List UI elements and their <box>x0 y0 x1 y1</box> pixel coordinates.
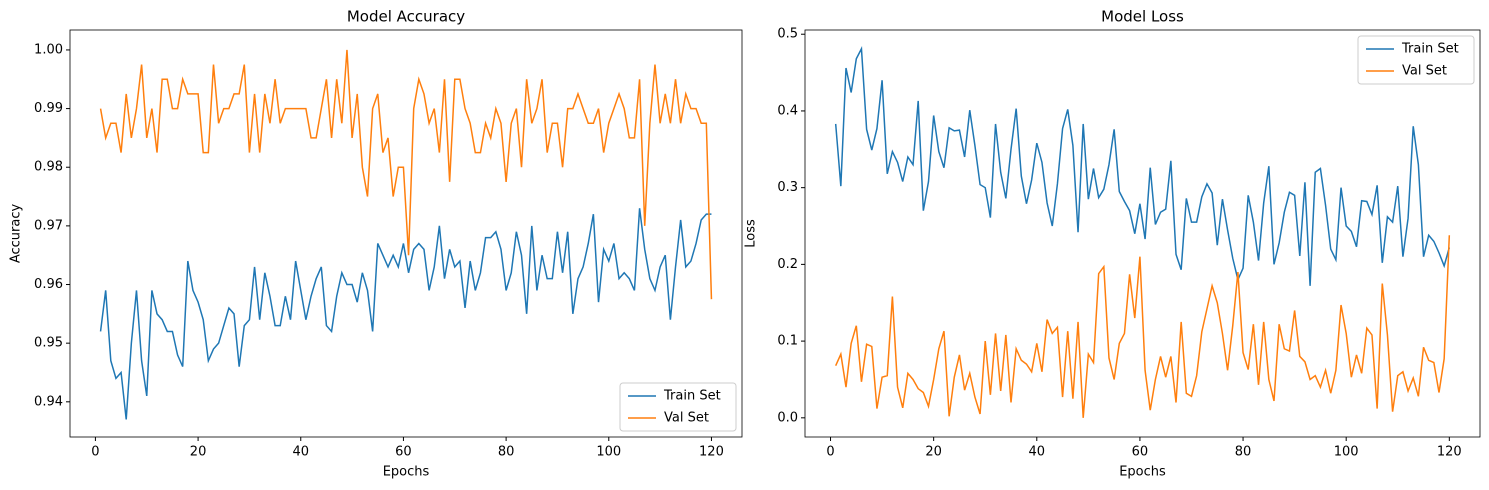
x-tick-label: 120 <box>1437 445 1462 460</box>
legend-label: Val Set <box>1402 64 1447 79</box>
y-tick-label: 0.96 <box>34 277 63 292</box>
y-tick-label: 0.0 <box>777 410 798 425</box>
x-tick-label: 0 <box>826 445 834 460</box>
legend-label: Val Set <box>664 411 709 426</box>
x-tick-label: 20 <box>190 445 207 460</box>
legend-label: Train Set <box>663 389 721 404</box>
y-tick-label: 0.4 <box>777 103 798 118</box>
x-tick-label: 100 <box>1334 445 1359 460</box>
x-tick-label: 100 <box>596 445 621 460</box>
y-axis-label: Accuracy <box>9 204 24 264</box>
y-tick-label: 0.95 <box>34 336 63 351</box>
chart-title: Model Loss <box>1101 8 1184 26</box>
y-tick-label: 0.3 <box>777 180 798 195</box>
y-tick-label: 1.00 <box>34 42 63 57</box>
legend-label: Train Set <box>1401 42 1459 57</box>
y-tick-label: 0.94 <box>34 394 63 409</box>
series-line <box>834 46 1451 286</box>
y-tick-label: 0.97 <box>34 218 63 233</box>
x-axis-label: Epochs <box>1119 465 1166 480</box>
legend-box <box>1357 35 1475 85</box>
y-tick-label: 0.99 <box>34 101 63 116</box>
series-line <box>99 208 712 420</box>
legend-box <box>619 382 737 432</box>
y-tick-label: 0.2 <box>777 257 798 272</box>
x-tick-label: 120 <box>699 445 724 460</box>
series-line <box>99 49 713 300</box>
series-line <box>834 235 1451 418</box>
x-tick-label: 60 <box>1132 445 1149 460</box>
chart-title: Model Accuracy <box>347 8 465 26</box>
x-tick-label: 40 <box>1029 445 1046 460</box>
y-axis-label: Loss <box>744 219 759 248</box>
x-tick-label: 80 <box>498 445 515 460</box>
axes-frame <box>804 29 1481 438</box>
x-tick-label: 80 <box>1235 445 1252 460</box>
x-axis-label: Epochs <box>383 465 430 480</box>
axes-frame <box>69 29 743 438</box>
x-tick-label: 20 <box>925 445 942 460</box>
x-tick-label: 0 <box>91 445 99 460</box>
x-tick-label: 40 <box>292 445 309 460</box>
y-tick-label: 0.1 <box>777 334 798 349</box>
x-tick-label: 60 <box>395 445 412 460</box>
y-tick-label: 0.98 <box>34 160 63 175</box>
y-tick-label: 0.5 <box>777 27 798 42</box>
